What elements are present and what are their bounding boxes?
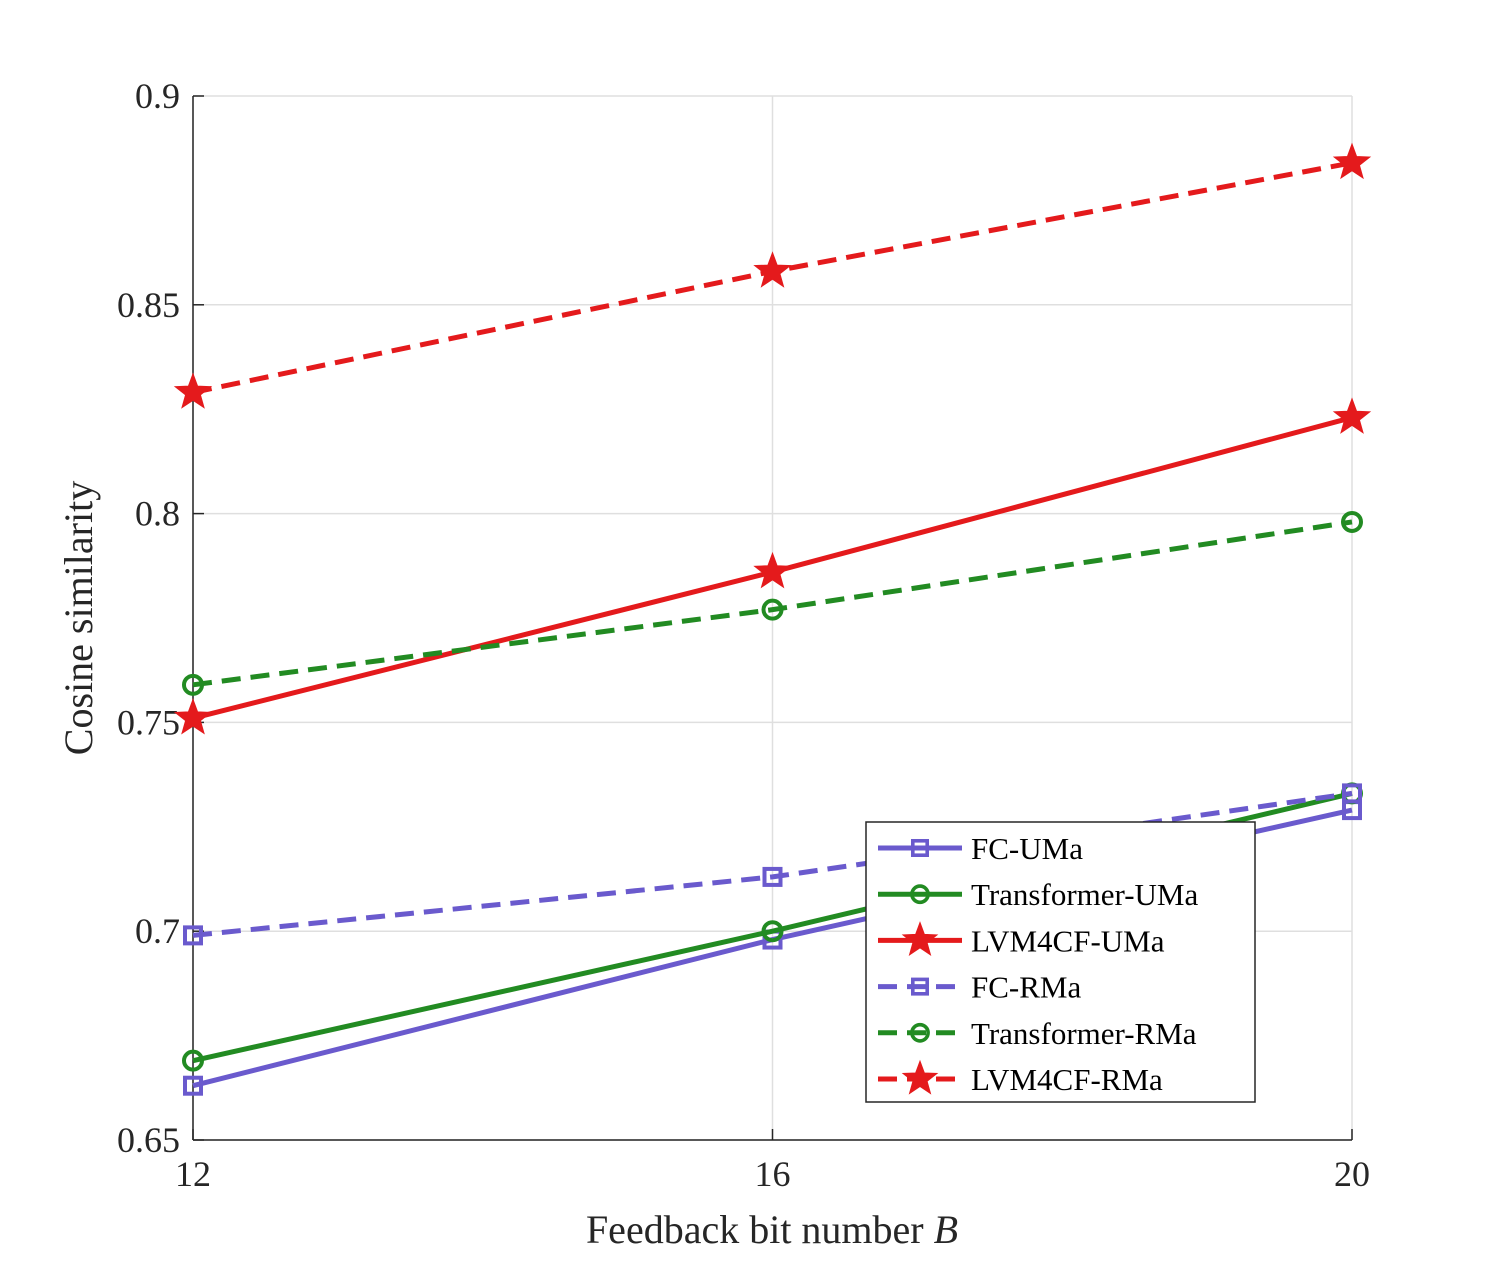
data-point-star — [1332, 397, 1372, 434]
y-axis-title: Cosine similarity — [56, 481, 101, 755]
y-tick-label: 0.65 — [117, 1120, 180, 1160]
legend-item: FC-UMa — [878, 831, 1083, 866]
legend-label: LVM4CF-UMa — [971, 923, 1165, 958]
legend-label: FC-RMa — [971, 970, 1081, 1005]
data-point-star — [753, 551, 792, 589]
x-tick-label: 12 — [175, 1154, 211, 1194]
y-tick-label: 0.8 — [135, 494, 180, 534]
x-tick-label: 16 — [755, 1154, 791, 1194]
data-point-star — [173, 372, 213, 409]
data-point-star — [1332, 142, 1372, 180]
legend-item: LVM4CF-UMa — [878, 921, 1165, 958]
data-point-square — [762, 866, 783, 887]
data-point-circle — [1341, 510, 1363, 533]
legend-marker-circle — [910, 1022, 930, 1043]
legend-marker-star — [901, 1059, 939, 1095]
data-point-star — [753, 251, 792, 288]
data-point-circle — [761, 598, 784, 621]
data-point-star — [173, 698, 213, 735]
legend: FC-UMa Transformer-UMa LVM4CF-UMa FC-RMa Tra… — [865, 821, 1256, 1103]
legend-item: LVM4CF-RMa — [878, 1059, 1163, 1097]
series-lvm4cf-uma — [173, 397, 1372, 735]
x-tick-label: 20 — [1334, 1154, 1370, 1194]
legend-box — [865, 821, 1256, 1103]
series-line — [192, 519, 1353, 688]
legend-label: LVM4CF-RMa — [971, 1062, 1163, 1097]
x-axis-title-variable: B — [934, 1207, 958, 1252]
axes: 12 16 20 0.65 0.7 0.75 0.8 0.85 0.9 — [117, 76, 1370, 1194]
y-tick-label: 0.85 — [117, 285, 180, 325]
legend-marker-star — [901, 921, 939, 956]
series-fc-rma — [183, 783, 1362, 946]
data-point-circle — [761, 920, 784, 943]
legend-marker-square — [910, 977, 929, 996]
y-tick-label: 0.7 — [135, 911, 180, 951]
series-line — [192, 790, 1353, 938]
x-axis-title: Feedback bit number B — [586, 1207, 958, 1252]
legend-label: FC-UMa — [971, 831, 1083, 866]
x-axis-title-text: Feedback bit number — [586, 1207, 934, 1252]
data-point-square — [183, 1075, 203, 1096]
legend-marker-square — [910, 838, 929, 857]
data-point-circle — [182, 1049, 204, 1072]
legend-label: Transformer-UMa — [971, 877, 1198, 912]
data-point-square — [183, 925, 203, 946]
y-tick-label: 0.75 — [117, 702, 180, 742]
legend-item: Transformer-RMa — [878, 1016, 1197, 1051]
legend-marker-circle — [910, 884, 930, 905]
data-point-circle — [182, 673, 204, 696]
legend-item: Transformer-UMa — [878, 877, 1198, 912]
legend-item: FC-RMa — [878, 970, 1081, 1005]
legend-label: Transformer-RMa — [971, 1016, 1197, 1051]
series-transformer-rma — [182, 510, 1363, 696]
data-point-square — [1342, 783, 1362, 804]
y-tick-label: 0.9 — [135, 76, 180, 116]
series-lvm4cf-rma — [173, 142, 1372, 409]
